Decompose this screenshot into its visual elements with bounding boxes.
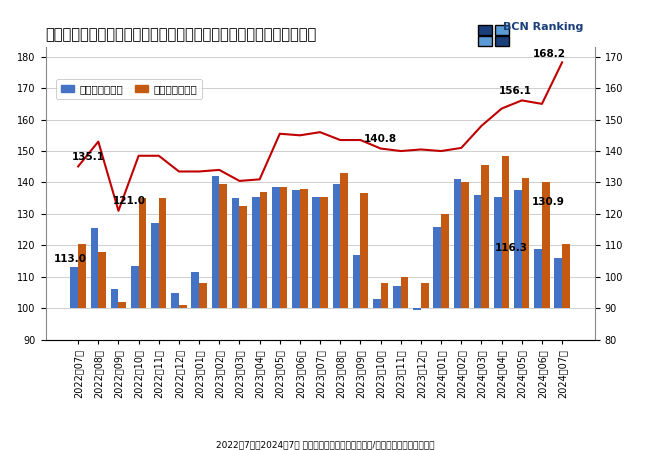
Bar <box>462 183 469 308</box>
Bar <box>454 180 462 308</box>
Bar <box>514 190 522 308</box>
Text: 113.0: 113.0 <box>54 254 86 264</box>
Bar <box>98 252 106 308</box>
Bar <box>199 283 207 308</box>
Text: ミラーレス一眼カメラの販売前年比（％）と平均単価（右軸・千円）: ミラーレス一眼カメラの販売前年比（％）と平均単価（右軸・千円） <box>46 27 317 42</box>
Bar <box>292 190 300 308</box>
Bar <box>562 244 570 308</box>
Bar <box>90 228 98 308</box>
Bar <box>179 305 187 308</box>
Text: 130.9: 130.9 <box>532 198 564 207</box>
Bar <box>534 248 542 308</box>
Bar <box>111 289 118 308</box>
Bar <box>252 197 259 308</box>
Bar <box>341 173 348 308</box>
Bar <box>494 197 502 308</box>
Bar <box>159 198 166 308</box>
Bar <box>219 184 227 308</box>
Text: 140.8: 140.8 <box>364 134 397 144</box>
Bar <box>353 255 361 308</box>
Bar <box>434 226 441 308</box>
Bar <box>259 192 267 308</box>
Bar <box>333 184 341 308</box>
Bar <box>522 178 530 308</box>
Bar <box>542 183 550 308</box>
Bar <box>474 195 482 308</box>
Bar <box>300 189 307 308</box>
Bar <box>280 187 287 308</box>
Bar <box>554 258 562 308</box>
Bar <box>232 198 239 308</box>
Bar <box>172 292 179 308</box>
Bar <box>421 283 428 308</box>
Bar <box>413 308 421 310</box>
Legend: 販売台数前年比, 販売金額前年比: 販売台数前年比, 販売金額前年比 <box>56 79 202 99</box>
Text: 135.1: 135.1 <box>72 152 105 162</box>
Bar <box>361 194 368 308</box>
Text: 121.0: 121.0 <box>112 196 146 206</box>
Bar <box>441 214 448 308</box>
Text: 116.3: 116.3 <box>495 243 528 253</box>
Bar <box>502 156 510 308</box>
Bar <box>192 272 199 308</box>
Text: BCN Ranking: BCN Ranking <box>503 22 584 32</box>
Bar <box>272 187 280 308</box>
Bar <box>118 302 126 308</box>
Bar <box>482 165 489 308</box>
Bar <box>239 206 247 308</box>
Bar <box>151 223 159 308</box>
Bar <box>401 277 408 308</box>
Bar <box>381 283 388 308</box>
Bar <box>373 299 381 308</box>
Text: 2022年7月～2024年7月 月次＜前年比：時系列パネル/平均単価：最大パネル＞: 2022年7月～2024年7月 月次＜前年比：時系列パネル/平均単価：最大パネル… <box>216 441 434 450</box>
Bar <box>320 197 328 308</box>
Bar <box>393 286 401 308</box>
Bar <box>212 176 219 308</box>
Bar <box>70 267 78 308</box>
Text: 156.1: 156.1 <box>499 86 532 96</box>
Text: 168.2: 168.2 <box>533 49 566 59</box>
Bar <box>78 244 86 308</box>
Bar <box>313 197 320 308</box>
Bar <box>131 266 138 308</box>
Bar <box>138 198 146 308</box>
